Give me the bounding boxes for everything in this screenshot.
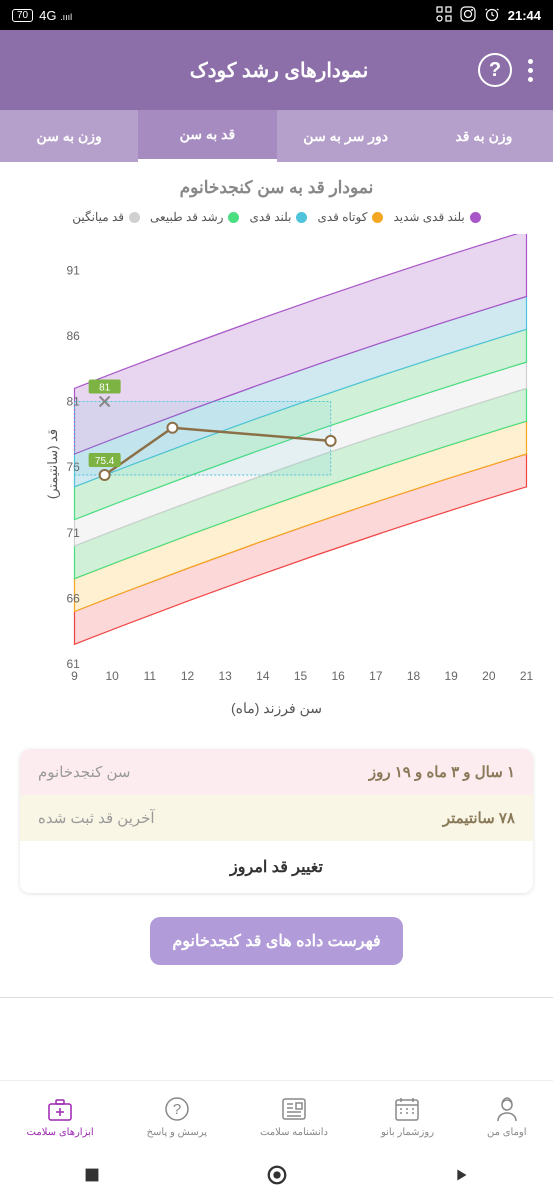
medkit-icon xyxy=(45,1094,75,1124)
svg-text:91: 91 xyxy=(67,263,81,277)
svg-text:71: 71 xyxy=(67,526,81,540)
user-icon xyxy=(492,1094,522,1124)
change-height-button[interactable]: تغییر قد امروز xyxy=(20,841,533,893)
nav-health-tools[interactable]: ابزارهای سلامت xyxy=(27,1094,94,1138)
system-nav xyxy=(0,1150,553,1200)
height-label: آخرین قد ثبت شده xyxy=(38,809,155,827)
app-header: ? نمودارهای رشد کودک xyxy=(0,30,553,110)
news-icon xyxy=(279,1094,309,1124)
chart-title: نمودار قد به سن کنجدخانوم xyxy=(8,178,545,198)
recent-button[interactable] xyxy=(81,1164,103,1186)
height-value: ۷۸ سانتیمتر xyxy=(443,809,515,827)
svg-text:20: 20 xyxy=(482,669,496,683)
svg-text:14: 14 xyxy=(256,669,270,683)
legend-item: بلند قدی xyxy=(249,210,307,224)
svg-text:10: 10 xyxy=(105,669,119,683)
nav-calendar[interactable]: روزشمار بانو xyxy=(381,1094,434,1138)
apps-icon xyxy=(436,6,452,25)
x-axis-label: سن فرزند (ماه) xyxy=(8,700,545,717)
age-value: ۱ سال و ۳ ماه و ۱۹ روز xyxy=(369,763,515,781)
legend-item: رشد قد طبیعی xyxy=(150,210,239,224)
legend-item: قد میانگین xyxy=(72,210,140,224)
instagram-icon xyxy=(460,6,476,25)
battery-indicator: 70 xyxy=(12,9,33,22)
nav-encyclopedia[interactable]: دانشنامه سلامت xyxy=(260,1094,328,1138)
alarm-icon xyxy=(484,6,500,25)
chart-legend: بلند قدی شدید کوتاه قدی بلند قدی رشد قد طبی… xyxy=(8,210,545,224)
svg-text:15: 15 xyxy=(294,669,308,683)
svg-text:81: 81 xyxy=(99,383,111,394)
tab-height-age[interactable]: قد به سن xyxy=(138,110,276,162)
svg-text:75.4: 75.4 xyxy=(95,456,115,467)
tab-weight-age[interactable]: وزن به سن xyxy=(0,110,138,162)
info-card: ۱ سال و ۳ ماه و ۱۹ روز سن کنجدخانوم ۷۸ س… xyxy=(20,749,533,893)
clock-time: 21:44 xyxy=(508,8,541,23)
svg-text:18: 18 xyxy=(407,669,421,683)
height-row: ۷۸ سانتیمتر آخرین قد ثبت شده xyxy=(20,795,533,841)
divider xyxy=(0,997,553,998)
age-row: ۱ سال و ۳ ماه و ۱۹ روز سن کنجدخانوم xyxy=(20,749,533,795)
calendar-icon xyxy=(392,1094,422,1124)
growth-chart: قد (سانتیمتر) 61667176818691910111213141… xyxy=(16,234,537,694)
menu-icon[interactable] xyxy=(528,59,533,82)
svg-text:66: 66 xyxy=(67,591,81,605)
page-title: نمودارهای رشد کودک xyxy=(80,58,478,83)
svg-text:21: 21 xyxy=(520,669,534,683)
svg-text:9: 9 xyxy=(71,669,78,683)
home-button[interactable] xyxy=(266,1164,288,1186)
svg-text:19: 19 xyxy=(444,669,458,683)
svg-text:12: 12 xyxy=(181,669,195,683)
svg-text:13: 13 xyxy=(218,669,232,683)
svg-text:17: 17 xyxy=(369,669,383,683)
y-axis-label: قد (سانتیمتر) xyxy=(45,429,61,499)
signal-indicator: 4G .ıııl xyxy=(39,8,72,23)
svg-text:16: 16 xyxy=(331,669,345,683)
legend-item: کوتاه قدی xyxy=(317,210,383,224)
back-button[interactable] xyxy=(450,1164,472,1186)
bottom-nav: اومای من روزشمار بانو دانشنامه سلامت ? پ… xyxy=(0,1080,553,1150)
nav-my-oma[interactable]: اومای من xyxy=(487,1094,527,1138)
data-list-button[interactable]: فهرست داده های قد کنجدخانوم xyxy=(150,917,402,965)
nav-qa[interactable]: ? پرسش و پاسخ xyxy=(147,1094,207,1138)
status-bar: 70 4G .ıııl 21:44 xyxy=(0,0,553,30)
help-icon[interactable]: ? xyxy=(478,53,512,87)
age-label: سن کنجدخانوم xyxy=(38,763,130,781)
svg-text:?: ? xyxy=(173,1101,181,1118)
tab-weight-height[interactable]: وزن به قد xyxy=(415,110,553,162)
svg-text:11: 11 xyxy=(144,669,157,683)
question-icon: ? xyxy=(162,1094,192,1124)
tab-head-age[interactable]: دور سر به سن xyxy=(277,110,415,162)
legend-item: بلند قدی شدید xyxy=(393,210,480,224)
tab-bar: وزن به قد دور سر به سن قد به سن وزن به س… xyxy=(0,110,553,162)
svg-text:86: 86 xyxy=(67,329,81,343)
